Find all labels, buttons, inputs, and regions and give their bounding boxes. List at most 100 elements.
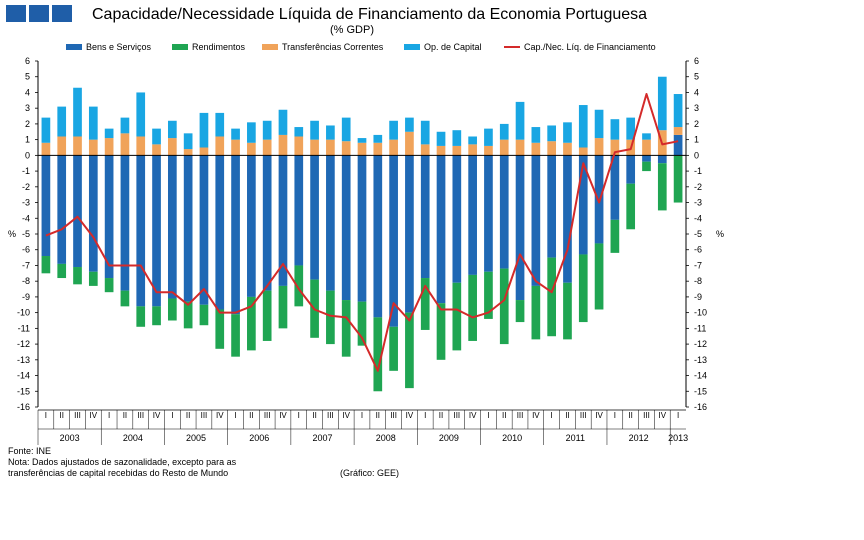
bar xyxy=(578,105,588,148)
x-quarter-label: I xyxy=(45,411,47,420)
bar xyxy=(247,142,256,156)
bar xyxy=(657,155,667,164)
bar xyxy=(484,145,493,156)
x-year-label: 2006 xyxy=(249,433,269,443)
x-quarter-label: II xyxy=(249,411,253,420)
bar xyxy=(294,155,304,266)
bar xyxy=(373,155,383,318)
y-tick-label-right: -3 xyxy=(694,198,702,208)
bar xyxy=(136,92,146,137)
bar xyxy=(484,155,493,272)
bar xyxy=(73,136,82,156)
bar xyxy=(594,138,604,156)
bar xyxy=(183,301,193,329)
bar xyxy=(578,147,588,156)
bar xyxy=(642,133,651,140)
y-tick-label-left: -8 xyxy=(22,276,30,286)
bar xyxy=(294,127,304,137)
x-quarter-label: I xyxy=(234,411,236,420)
bar xyxy=(405,131,414,156)
bar xyxy=(357,155,367,302)
logo-block xyxy=(52,5,72,22)
bar xyxy=(262,120,272,140)
y-tick-label-right: -2 xyxy=(694,182,702,192)
y-tick-label-left: -13 xyxy=(17,355,30,365)
bar xyxy=(341,155,351,301)
bar xyxy=(73,155,82,268)
bar xyxy=(262,139,272,156)
y-tick-label-right: -14 xyxy=(694,371,707,381)
y-tick-label-left: 5 xyxy=(25,72,30,82)
x-quarter-label: I xyxy=(551,411,553,420)
bar xyxy=(563,142,572,156)
bar xyxy=(341,117,351,142)
bar xyxy=(531,127,541,143)
y-tick-label-left: -3 xyxy=(22,198,30,208)
bar xyxy=(326,290,335,345)
y-tick-label-left: -14 xyxy=(17,371,30,381)
x-quarter-label: III xyxy=(517,411,524,420)
bar xyxy=(420,144,430,156)
bar xyxy=(199,155,209,305)
bar xyxy=(88,139,98,156)
y-tick-label-left: -12 xyxy=(17,339,30,349)
legend-label: Op. de Capital xyxy=(424,42,482,52)
bar xyxy=(642,139,651,156)
bar xyxy=(104,138,114,156)
bar xyxy=(167,120,177,139)
bar xyxy=(373,134,383,143)
bar xyxy=(610,139,620,156)
chart-title: Capacidade/Necessidade Líquida de Financ… xyxy=(92,6,648,23)
bar xyxy=(215,136,225,156)
bar xyxy=(152,155,161,307)
logo-block xyxy=(29,5,49,22)
y-axis-label-left: % xyxy=(8,229,16,239)
bar xyxy=(515,139,525,156)
legend-swatch xyxy=(262,44,278,50)
y-tick-label-right: -10 xyxy=(694,308,707,318)
bar xyxy=(215,309,225,349)
bar xyxy=(673,94,683,128)
bar xyxy=(57,263,67,279)
bar xyxy=(294,265,304,307)
x-year-label: 2005 xyxy=(186,433,206,443)
y-tick-label-right: -9 xyxy=(694,292,702,302)
bar xyxy=(357,301,367,346)
bar xyxy=(57,106,67,137)
footnote-line-1: Nota: Dados ajustados de sazonalidade, e… xyxy=(8,457,237,467)
bar xyxy=(499,268,509,345)
x-quarter-label: IV xyxy=(659,411,667,420)
y-tick-label-right: -4 xyxy=(694,213,702,223)
x-quarter-label: I xyxy=(424,411,426,420)
bar xyxy=(499,139,509,156)
bar xyxy=(452,145,462,156)
x-year-label: 2007 xyxy=(312,433,332,443)
bar xyxy=(326,125,335,140)
bar xyxy=(547,141,557,156)
y-tick-label-right: 0 xyxy=(694,150,699,160)
bar xyxy=(199,112,209,148)
y-tick-label-right: -16 xyxy=(694,402,707,412)
bar xyxy=(215,155,225,310)
y-tick-label-left: -2 xyxy=(22,182,30,192)
bar xyxy=(610,155,620,220)
bar xyxy=(405,117,414,132)
bar xyxy=(199,147,209,156)
bar xyxy=(642,155,651,162)
bar xyxy=(420,155,430,279)
x-quarter-label: IV xyxy=(90,411,98,420)
x-quarter-label: IV xyxy=(153,411,161,420)
bar xyxy=(420,120,430,145)
x-quarter-label: III xyxy=(264,411,271,420)
bar xyxy=(310,120,319,140)
x-quarter-label: I xyxy=(614,411,616,420)
x-quarter-label: II xyxy=(565,411,569,420)
x-quarter-label: III xyxy=(327,411,334,420)
bar xyxy=(594,109,604,139)
bar xyxy=(41,142,51,156)
legend-swatch xyxy=(66,44,82,50)
x-quarter-label: IV xyxy=(469,411,477,420)
bar xyxy=(88,271,98,286)
x-quarter-label: IV xyxy=(342,411,350,420)
bar xyxy=(436,155,446,304)
